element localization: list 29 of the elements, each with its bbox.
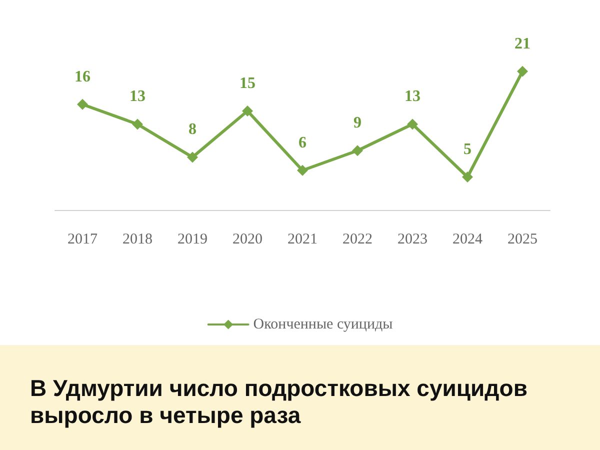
data-label: 5 [464,141,472,158]
x-tick-label: 2023 [398,232,428,248]
data-label: 8 [188,121,196,138]
x-tick-label: 2025 [508,232,538,248]
point [132,118,143,130]
data-label: 15 [240,75,256,92]
data-label: 9 [354,114,362,132]
point [462,172,473,182]
x-tick-label: 2017 [68,232,98,248]
x-tick-label: 2018 [122,232,152,248]
point [242,106,253,116]
point [77,98,88,110]
data-label: 13 [404,88,420,106]
x-tick-label: 2020 [232,232,262,248]
point [517,66,528,77]
x-tick-label: 2022 [342,232,372,248]
data-label: 13 [130,88,146,106]
x-tick-label: 2024 [452,232,483,248]
text: В Удмуртии число подростковых суицидов выросло в четыре раза [30,375,528,429]
x-tick-label: 2021 [288,232,318,248]
data-label: 16 [74,68,90,86]
point [297,164,308,176]
data-label: 6 [298,134,306,152]
legend-label: Оконченные суициды [253,316,393,332]
point [352,145,363,156]
x-tick-label: 2019 [178,232,208,248]
point [407,118,418,130]
point [187,152,198,163]
data-label: 21 [514,35,530,52]
